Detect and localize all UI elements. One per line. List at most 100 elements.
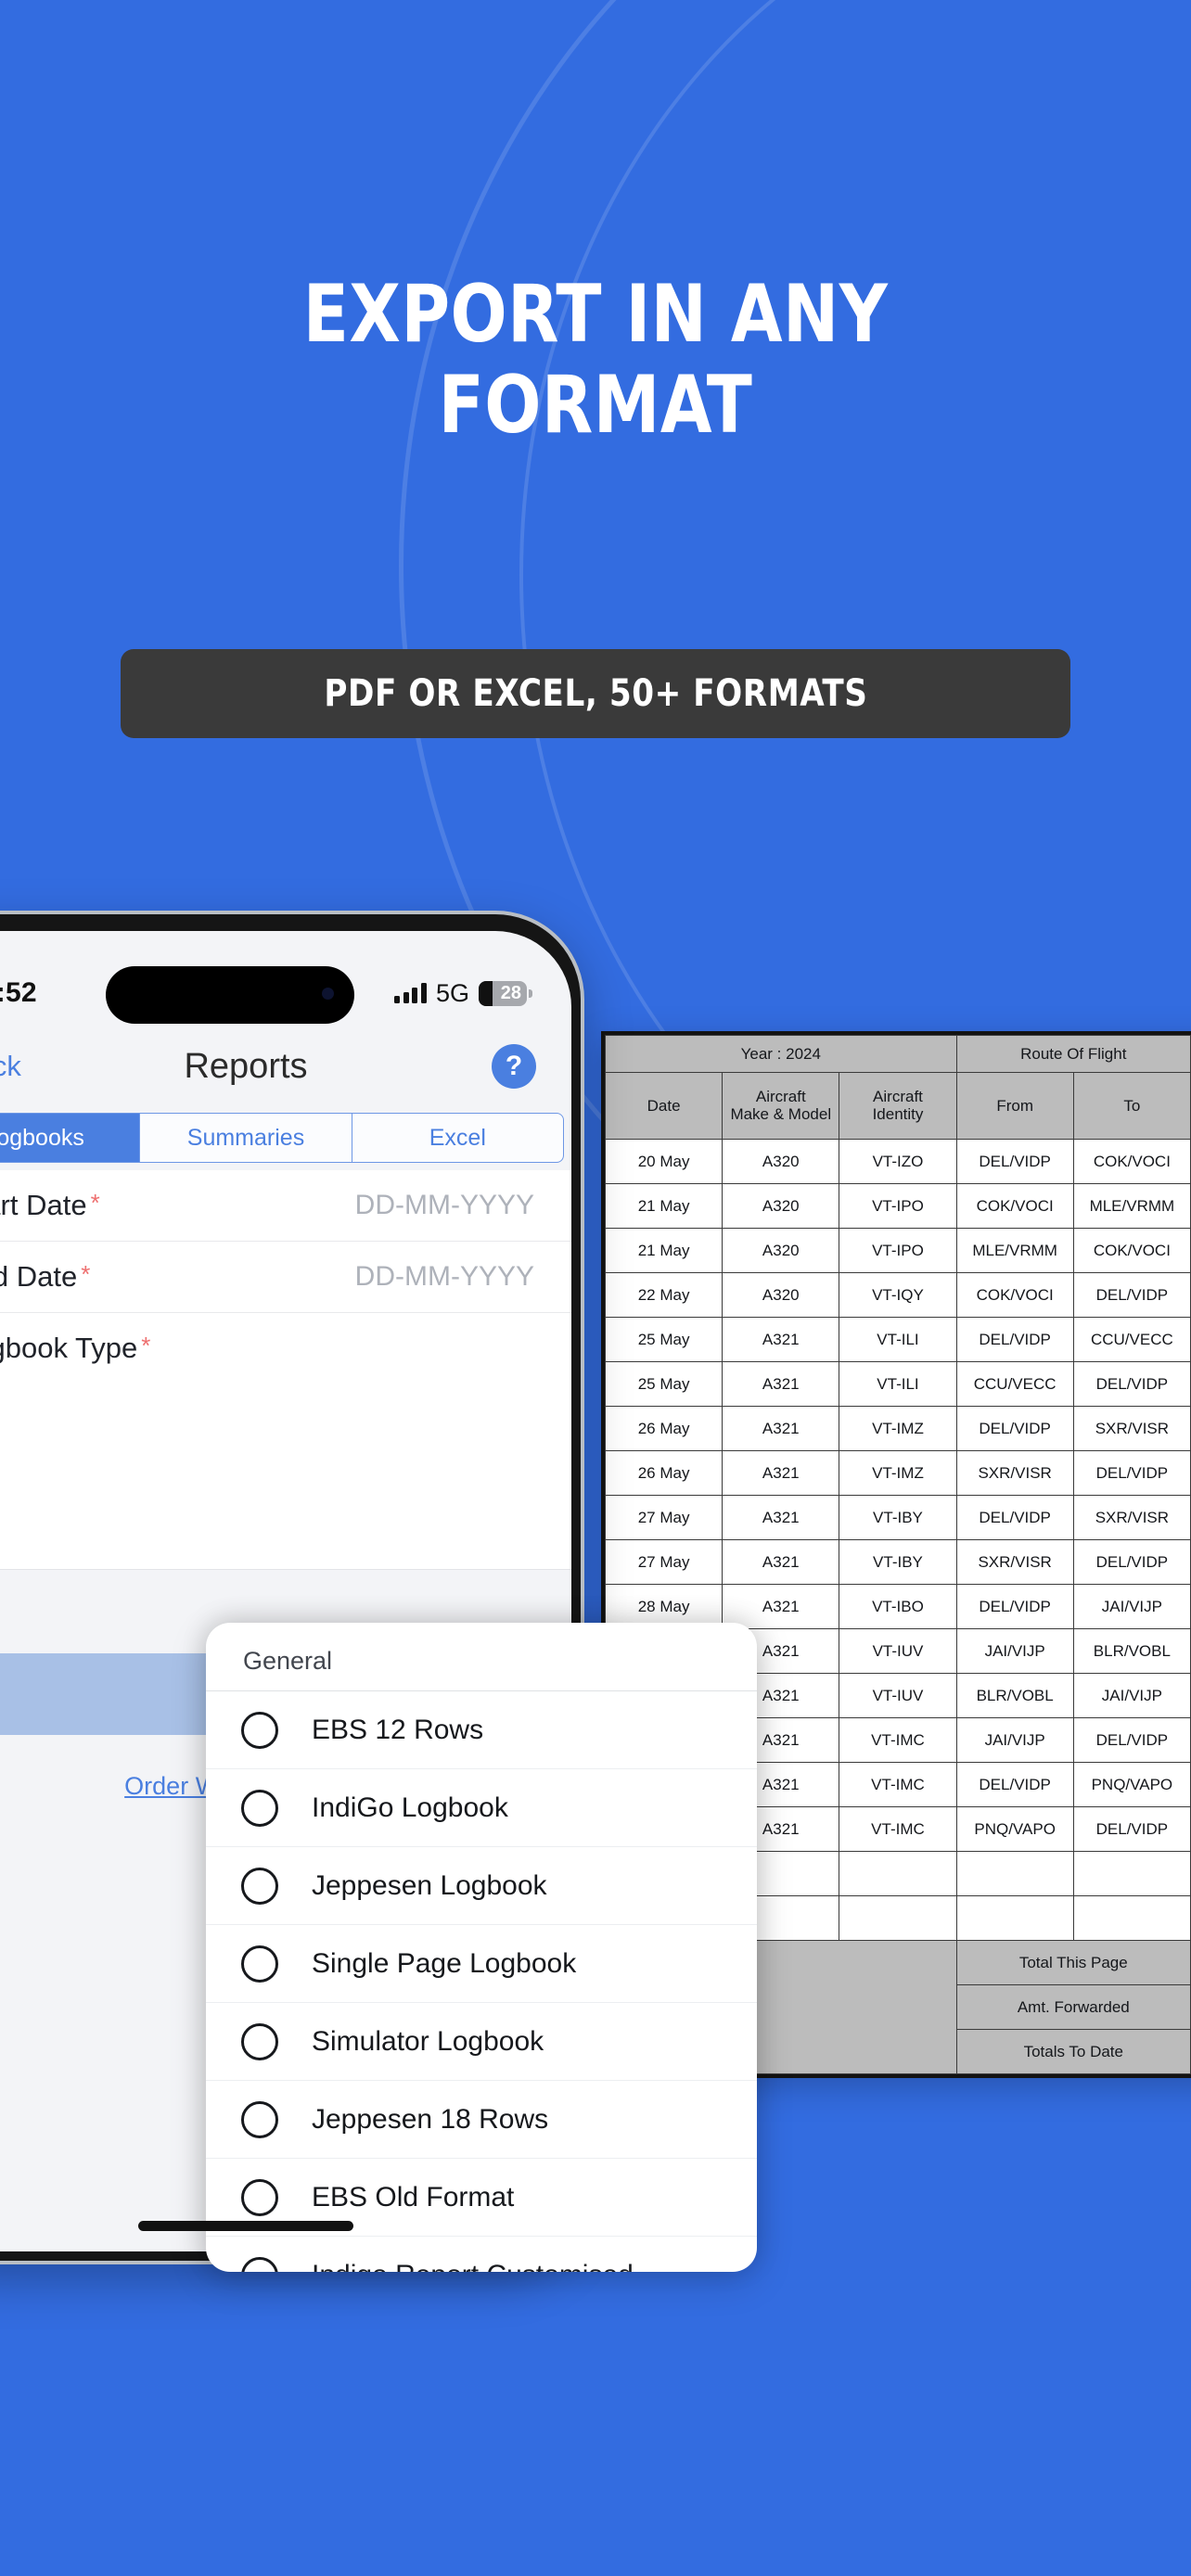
cell-from: SXR/VISR: [955, 1450, 1074, 1496]
logbook-type-label-text: Logbook Type: [0, 1332, 138, 1364]
table-row: 20 May A320 VT-IZO DEL/VIDP COK/VOCI: [605, 1139, 1191, 1184]
format-option-1[interactable]: IndiGo Logbook: [206, 1769, 757, 1847]
radio-button-icon[interactable]: [241, 1789, 278, 1827]
format-option-0[interactable]: EBS 12 Rows: [206, 1691, 757, 1769]
page-title: Reports: [184, 1046, 308, 1086]
cell-date: 21 May: [605, 1183, 724, 1229]
cell-from: JAI/VIJP: [955, 1628, 1074, 1674]
logbook-table-head: Year : 2024 Route Of Flight D Date Aircr…: [605, 1035, 1191, 1140]
format-option-5[interactable]: Jeppesen 18 Rows: [206, 2081, 757, 2159]
logbook-format-picker-sheet: General EBS 12 Rows IndiGo Logbook Jeppese…: [206, 1623, 757, 2272]
cell-to: [1072, 1895, 1191, 1941]
tab-summaries[interactable]: Summaries: [140, 1114, 352, 1162]
format-option-4[interactable]: Simulator Logbook: [206, 2003, 757, 2081]
logbook-total-row: Totals To Date: [606, 2029, 1191, 2074]
cell-identity: VT-IUV: [839, 1628, 957, 1674]
cell-to: DEL/VIDP: [1072, 1806, 1191, 1852]
logbook-col-make-model: Aircraft Make & Model: [722, 1072, 840, 1140]
cell-identity: VT-IUV: [839, 1673, 957, 1718]
logbook-col-make-top: Aircraft: [755, 1087, 806, 1105]
hero-title-line-2: FORMAT: [438, 359, 753, 453]
radio-button-icon[interactable]: [241, 1945, 278, 1983]
logbook-col-to: To: [1072, 1072, 1191, 1140]
table-row: 22 May A320 VT-IQY COK/VOCI DEL/VIDP: [605, 1272, 1191, 1318]
cell-identity: VT-ILI: [839, 1317, 957, 1362]
format-option-label: Jeppesen 18 Rows: [312, 2103, 549, 2135]
radio-button-icon[interactable]: [241, 2178, 278, 2216]
cell-to: [1072, 1851, 1191, 1896]
front-camera-icon: [322, 988, 334, 1000]
cell-date: 27 May: [605, 1539, 724, 1585]
required-asterisk: *: [141, 1332, 151, 1359]
radio-button-icon[interactable]: [241, 2022, 278, 2060]
logbook-amt-forwarded: Amt. Forwarded: [955, 1984, 1191, 2030]
logbook-total-row: Amt. Forwarded: [606, 1984, 1191, 2030]
field-row-start-date[interactable]: Start Date* DD-MM-YYYY: [0, 1170, 571, 1241]
cell-identity: VT-IBY: [839, 1495, 957, 1540]
cell-from: CCU/VECC: [955, 1361, 1074, 1407]
radio-button-icon[interactable]: [241, 1711, 278, 1749]
hero-title-line-1: EXPORT IN ANY: [302, 268, 889, 361]
status-bar-time: 17:52: [0, 977, 37, 1008]
hero-heading: EXPORT IN ANY FORMAT: [0, 269, 1191, 451]
cell-from: DEL/VIDP: [955, 1317, 1074, 1362]
format-option-7[interactable]: Indigo Report Customised: [206, 2237, 757, 2272]
cell-to: DEL/VIDP: [1072, 1272, 1191, 1318]
table-row: 26 May A321 VT-IMZ SXR/VISR DEL/VIDP: [605, 1450, 1191, 1496]
cell-identity: VT-IQY: [839, 1272, 957, 1318]
cell-to: COK/VOCI: [1072, 1139, 1191, 1184]
cell-make-model: A320: [722, 1228, 840, 1273]
radio-button-icon[interactable]: [241, 2256, 278, 2272]
format-option-label: EBS 12 Rows: [312, 1714, 484, 1745]
cell-from: DEL/VIDP: [955, 1495, 1074, 1540]
cell-to: JAI/VIJP: [1072, 1673, 1191, 1718]
table-row: 21 May A320 VT-IPO MLE/VRMM COK/VOCI: [605, 1228, 1191, 1273]
format-option-2[interactable]: Jeppesen Logbook: [206, 1847, 757, 1925]
divider: [0, 1241, 571, 1242]
tab-logbooks[interactable]: Logbooks: [0, 1114, 141, 1162]
field-row-end-date[interactable]: End Date* DD-MM-YYYY: [0, 1242, 571, 1312]
cell-date: 25 May: [605, 1361, 724, 1407]
cell-from: SXR/VISR: [955, 1539, 1074, 1585]
cell-identity: VT-IMC: [839, 1717, 957, 1763]
cell-identity: VT-IZO: [839, 1139, 957, 1184]
cell-make-model: A321: [722, 1450, 840, 1496]
help-icon[interactable]: ?: [492, 1044, 536, 1089]
logbook-table-body: 20 May A320 VT-IZO DEL/VIDP COK/VOCI 21 May A3…: [605, 1139, 1191, 1941]
logbook-col-from: From: [955, 1072, 1074, 1140]
divider: [0, 1312, 571, 1313]
reports-tab-bar: Logbooks Summaries Excel: [0, 1113, 564, 1163]
logbook-total-this-page: Total This Page: [955, 1940, 1191, 1985]
cell-date: 20 May: [605, 1139, 724, 1184]
cell-make-model: A321: [722, 1406, 840, 1451]
hero-subtitle-label: PDF OR EXCEL, 50+ FORMATS: [323, 672, 868, 715]
back-button[interactable]: Back: [0, 1050, 21, 1082]
tab-excel[interactable]: Excel: [429, 1124, 486, 1151]
field-row-logbook-type[interactable]: Logbook Type*: [0, 1313, 571, 1384]
cell-identity: VT-IBY: [839, 1539, 957, 1585]
format-option-6[interactable]: EBS Old Format: [206, 2159, 757, 2237]
cell-date: 27 May: [605, 1495, 724, 1540]
format-option-label: Simulator Logbook: [312, 2025, 544, 2057]
logbook-group-route: Route Of Flight: [955, 1035, 1191, 1073]
sheet-section-title: General: [243, 1647, 333, 1675]
logbook-totals-to-date: Totals To Date: [955, 2029, 1191, 2074]
cell-to: DEL/VIDP: [1072, 1361, 1191, 1407]
cell-make-model: A321: [722, 1539, 840, 1585]
end-date-input[interactable]: DD-MM-YYYY: [354, 1261, 534, 1292]
cell-from: JAI/VIJP: [955, 1717, 1074, 1763]
battery-icon: 28: [479, 980, 532, 1006]
start-date-label-text: Start Date: [0, 1189, 87, 1221]
home-indicator: [138, 2221, 353, 2231]
format-option-label: Jeppesen Logbook: [312, 1869, 547, 1901]
logbook-format-option-list: EBS 12 Rows IndiGo Logbook Jeppesen Logboo…: [206, 1690, 757, 2272]
cell-to: DEL/VIDP: [1072, 1539, 1191, 1585]
radio-button-icon[interactable]: [241, 1867, 278, 1905]
radio-button-icon[interactable]: [241, 2100, 278, 2138]
status-bar-indicators: 5G 28: [394, 979, 532, 1008]
start-date-input[interactable]: DD-MM-YYYY: [354, 1190, 534, 1220]
format-option-3[interactable]: Single Page Logbook: [206, 1925, 757, 2003]
cell-to: MLE/VRMM: [1072, 1183, 1191, 1229]
